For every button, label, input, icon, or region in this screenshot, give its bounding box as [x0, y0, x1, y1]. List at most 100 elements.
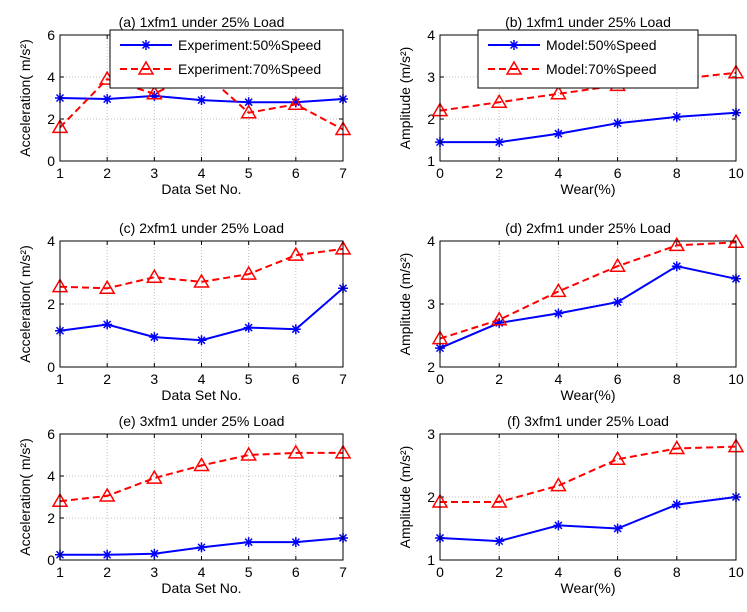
x-tick-label: 2 — [103, 371, 111, 387]
x-tick-label: 1 — [56, 564, 64, 580]
y-tick-label: 1 — [427, 153, 435, 169]
data-point — [609, 257, 626, 272]
data-point — [612, 118, 623, 129]
data-point — [494, 137, 505, 148]
x-axis-label: Data Set No. — [161, 387, 241, 403]
y-tick-label: 2 — [47, 296, 55, 312]
panel-title: (d) 2xfm1 under 25% Load — [505, 220, 671, 236]
legend-marker — [505, 60, 523, 75]
data-point — [243, 537, 254, 548]
data-point — [149, 548, 160, 559]
data-point — [196, 542, 207, 553]
data-point — [668, 440, 686, 455]
x-tick-label: 6 — [614, 371, 622, 387]
data-point — [287, 246, 305, 261]
panel-title: (a) 1xfm1 under 25% Load — [119, 14, 285, 30]
x-axis-label: Wear(%) — [561, 580, 616, 596]
x-tick-label: 4 — [198, 564, 206, 580]
y-tick-label: 1 — [427, 552, 435, 568]
y-tick-label: 2 — [427, 111, 435, 127]
y-tick-label: 0 — [47, 552, 55, 568]
data-point — [243, 97, 254, 108]
x-tick-label: 6 — [614, 564, 622, 580]
axes-frame — [59, 240, 344, 368]
data-point — [193, 457, 210, 472]
x-tick-label: 8 — [673, 564, 681, 580]
data-point — [98, 279, 116, 294]
y-tick-label: 2 — [427, 359, 435, 375]
panel-title: (e) 3xfm1 under 25% Load — [119, 413, 285, 429]
y-tick-label: 3 — [427, 296, 435, 312]
legend-label: Experiment:50%Speed — [178, 37, 321, 53]
data-point — [671, 499, 682, 510]
x-tick-label: 6 — [292, 371, 300, 387]
x-tick-label: 6 — [292, 165, 300, 181]
data-point — [494, 536, 505, 547]
y-tick-label: 6 — [47, 426, 55, 442]
data-point — [149, 90, 160, 101]
x-tick-label: 2 — [495, 564, 503, 580]
x-tick-label: 6 — [292, 564, 300, 580]
data-point — [287, 95, 305, 111]
x-tick-label: 8 — [673, 371, 681, 387]
data-point — [146, 268, 163, 283]
data-point — [243, 322, 254, 333]
y-axis-label: Amplitude (m/s²) — [397, 47, 413, 150]
legend: Experiment:50%Speed Experiment:70%Speed — [109, 29, 344, 89]
x-tick-label: 4 — [198, 371, 206, 387]
data-point — [550, 477, 567, 492]
data-point — [102, 549, 113, 560]
legend-box — [477, 29, 699, 89]
data-point — [196, 335, 207, 346]
data-point — [490, 493, 508, 508]
data-point — [494, 317, 505, 328]
y-axis-label: Amplitude (m/s²) — [397, 446, 413, 549]
data-point — [668, 236, 686, 252]
series-line — [439, 496, 737, 543]
x-tick-label: 4 — [555, 371, 563, 387]
y-tick-label: 3 — [427, 69, 435, 85]
data-point — [146, 85, 163, 100]
x-tick-label: 7 — [339, 371, 347, 387]
x-tick-label: 4 — [198, 165, 206, 181]
x-tick-label: 3 — [150, 564, 158, 580]
x-tick-label: 0 — [436, 165, 444, 181]
chart-panel: 1 2 3 4 5 6 7 0 2 4 (c) 2xfm1 under 25% Load Data S… — [17, 220, 352, 403]
y-axis-label: Acceleration( m/s²) — [17, 245, 33, 362]
x-tick-label: 5 — [245, 371, 253, 387]
series-line — [440, 445, 737, 503]
x-tick-label: 4 — [555, 165, 563, 181]
x-tick-label: 5 — [245, 564, 253, 580]
data-point — [612, 297, 623, 308]
y-tick-label: 0 — [47, 153, 55, 169]
panel-title: (b) 1xfm1 under 25% Load — [505, 14, 671, 30]
x-tick-label: 2 — [495, 165, 503, 181]
y-tick-label: 2 — [427, 489, 435, 505]
data-point — [287, 444, 305, 459]
x-tick-label: 3 — [150, 371, 158, 387]
x-tick-label: 10 — [728, 371, 744, 387]
chart-panel: 1 2 3 4 5 6 7 0 2 4 6 (e) 3xfm1 under 25% Load Data … — [17, 413, 352, 596]
legend: Model:50%Speed Model:70%Speed — [477, 29, 699, 89]
data-point — [146, 469, 163, 484]
axes-frame — [59, 433, 344, 561]
legend-box — [109, 29, 344, 89]
x-tick-label: 1 — [56, 371, 64, 387]
x-tick-label: 10 — [728, 564, 744, 580]
x-tick-label: 7 — [339, 564, 347, 580]
x-tick-label: 3 — [150, 165, 158, 181]
axes-frame — [439, 240, 737, 368]
data-point — [102, 319, 113, 330]
data-point — [240, 446, 257, 461]
x-tick-label: 0 — [436, 371, 444, 387]
data-point — [609, 450, 626, 465]
data-point — [553, 128, 564, 139]
x-tick-label: 8 — [673, 165, 681, 181]
x-axis-label: Data Set No. — [161, 181, 241, 197]
x-axis-label: Wear(%) — [561, 387, 616, 403]
y-tick-label: 0 — [47, 359, 55, 375]
data-point — [290, 324, 301, 335]
x-tick-label: 2 — [495, 371, 503, 387]
